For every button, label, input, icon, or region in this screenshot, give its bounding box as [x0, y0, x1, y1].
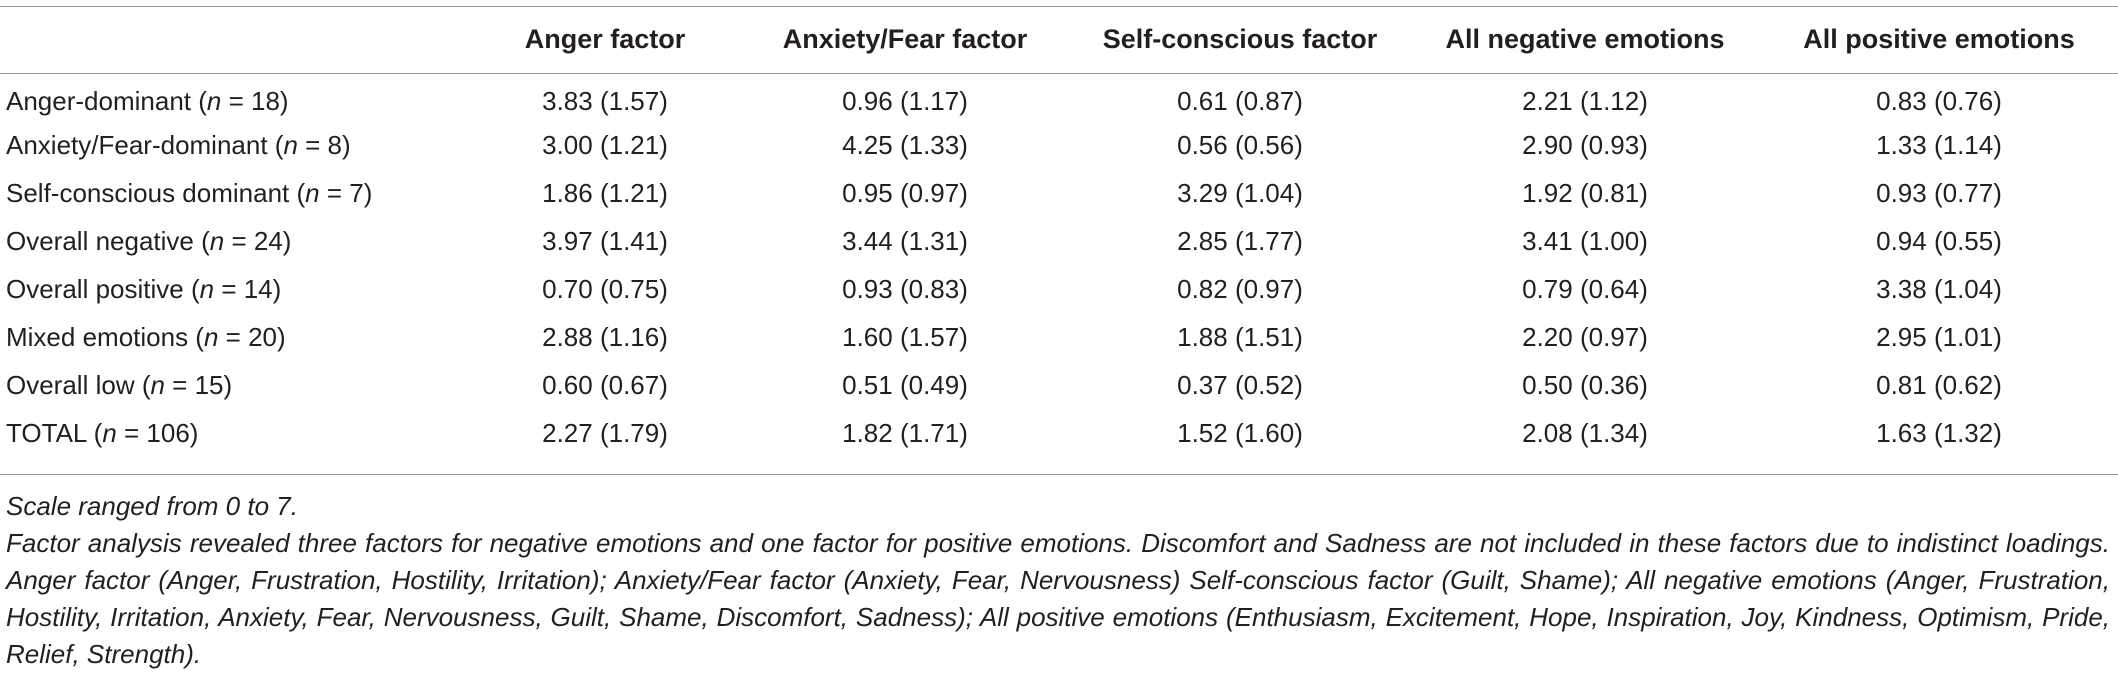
table-cell: 0.37 (0.52) — [1177, 369, 1303, 400]
table-row-total: TOTAL (n = 106) 2.27 (1.79) 1.82 (1.71) … — [0, 409, 2118, 457]
table-header: Anger factor Anxiety/Fear factor Self-co… — [0, 6, 2118, 73]
table-row: Overall positive (n = 14) 0.70 (0.75) 0.… — [0, 265, 2118, 313]
table-cell: 0.95 (0.97) — [842, 177, 968, 208]
table-cell: 0.51 (0.49) — [842, 369, 968, 400]
table-cell: 0.61 (0.87) — [1177, 85, 1303, 116]
table-cell: 1.60 (1.57) — [842, 321, 968, 352]
table-cell: 1.92 (0.81) — [1522, 177, 1648, 208]
table-cell: 0.96 (1.17) — [842, 85, 968, 116]
row-label: Anger-dominant (n = 18) — [6, 85, 289, 116]
scale-note: Scale ranged from 0 to 7. — [6, 491, 298, 521]
table-cell: 0.60 (0.67) — [542, 369, 668, 400]
table-cell: 0.70 (0.75) — [542, 273, 668, 304]
table-cell: 3.00 (1.21) — [542, 129, 668, 160]
table-cell: 1.88 (1.51) — [1177, 321, 1303, 352]
header-cell-row-label — [0, 6, 470, 73]
row-label: Overall positive (n = 14) — [6, 273, 282, 304]
table-cell: 2.20 (0.97) — [1522, 321, 1648, 352]
header-row: Anger factor Anxiety/Fear factor Self-co… — [0, 6, 2118, 73]
table-cell: 0.56 (0.56) — [1177, 129, 1303, 160]
row-label: Overall low (n = 15) — [6, 369, 233, 400]
row-label: Anxiety/Fear-dominant (n = 8) — [6, 129, 351, 160]
top-rule — [0, 6, 2118, 7]
table-cell: 2.85 (1.77) — [1177, 225, 1303, 256]
row-label: TOTAL (n = 106) — [6, 417, 199, 448]
table-row: Anger-dominant (n = 18) 3.83 (1.57) 0.96… — [0, 73, 2118, 121]
table-cell: 0.82 (0.97) — [1177, 273, 1303, 304]
table-cell: 3.97 (1.41) — [542, 225, 668, 256]
table-row: Mixed emotions (n = 20) 2.88 (1.16) 1.60… — [0, 313, 2118, 361]
table-cell: 2.88 (1.16) — [542, 321, 668, 352]
header-cell-self-conscious-factor: Self-conscious factor — [1102, 24, 1378, 54]
table-cell: 3.41 (1.00) — [1522, 225, 1648, 256]
table-row: Anxiety/Fear-dominant (n = 8) 3.00 (1.21… — [0, 121, 2118, 169]
table-cell: 1.86 (1.21) — [542, 177, 668, 208]
table-cell: 2.95 (1.01) — [1876, 321, 2002, 352]
header-cell-anger-factor: Anger factor — [524, 24, 686, 54]
row-label: Overall negative (n = 24) — [6, 225, 292, 256]
table-cell: 4.25 (1.33) — [842, 129, 968, 160]
table-footnotes: Scale ranged from 0 to 7. Factor analysi… — [6, 488, 2110, 673]
factor-analysis-note: Factor analysis revealed three factors f… — [6, 528, 2110, 669]
table-row: Overall negative (n = 24) 3.97 (1.41) 3.… — [0, 217, 2118, 265]
table-body: Anger-dominant (n = 18) 3.83 (1.57) 0.96… — [0, 73, 2118, 457]
table-cell: 1.82 (1.71) — [842, 417, 968, 448]
header-cell-all-negative-emotions: All negative emotions — [1445, 24, 1725, 54]
table-cell: 0.93 (0.77) — [1876, 177, 2002, 208]
table-cell: 0.81 (0.62) — [1876, 369, 2002, 400]
table-cell: 3.29 (1.04) — [1177, 177, 1303, 208]
table-cell: 3.38 (1.04) — [1876, 273, 2002, 304]
header-rule — [0, 73, 2118, 74]
table-cell: 0.93 (0.83) — [842, 273, 968, 304]
table-cell: 0.79 (0.64) — [1522, 273, 1648, 304]
row-label: Mixed emotions (n = 20) — [6, 321, 286, 352]
table-cell: 1.33 (1.14) — [1876, 129, 2002, 160]
table-row: Overall low (n = 15) 0.60 (0.67) 0.51 (0… — [0, 361, 2118, 409]
table-cell: 1.52 (1.60) — [1177, 417, 1303, 448]
table-row: Self-conscious dominant (n = 7) 1.86 (1.… — [0, 169, 2118, 217]
table-cell: 0.83 (0.76) — [1876, 85, 2002, 116]
table-cell: 2.08 (1.34) — [1522, 417, 1648, 448]
table-cell: 0.50 (0.36) — [1522, 369, 1648, 400]
header-cell-all-positive-emotions: All positive emotions — [1803, 24, 2075, 54]
header-cell-anxiety-fear-factor: Anxiety/Fear factor — [782, 24, 1028, 54]
table-cell: 0.94 (0.55) — [1876, 225, 2002, 256]
table-cell: 3.44 (1.31) — [842, 225, 968, 256]
emotion-factor-table: Anger factor Anxiety/Fear factor Self-co… — [0, 6, 2118, 457]
table-cell: 2.90 (0.93) — [1522, 129, 1648, 160]
table-cell: 1.63 (1.32) — [1876, 417, 2002, 448]
bottom-rule — [0, 474, 2118, 475]
row-label: Self-conscious dominant (n = 7) — [6, 177, 373, 208]
table-cell: 2.21 (1.12) — [1522, 85, 1648, 116]
table-cell: 2.27 (1.79) — [542, 417, 668, 448]
table-cell: 3.83 (1.57) — [542, 85, 668, 116]
